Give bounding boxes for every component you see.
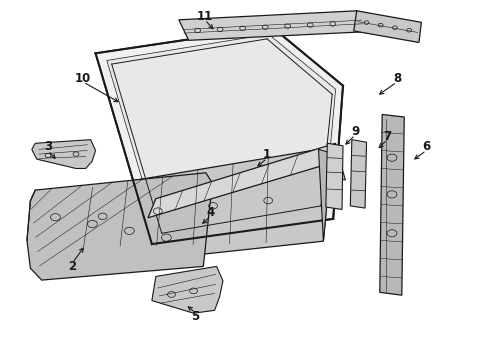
Polygon shape bbox=[27, 173, 213, 280]
Text: 9: 9 bbox=[351, 125, 359, 138]
Polygon shape bbox=[96, 27, 343, 244]
Polygon shape bbox=[63, 149, 329, 268]
Polygon shape bbox=[354, 11, 421, 42]
Polygon shape bbox=[318, 149, 345, 241]
Text: 3: 3 bbox=[44, 140, 52, 153]
Polygon shape bbox=[326, 143, 343, 210]
Text: 10: 10 bbox=[75, 72, 92, 85]
Text: 11: 11 bbox=[196, 10, 213, 23]
Polygon shape bbox=[32, 140, 96, 168]
Polygon shape bbox=[152, 266, 223, 313]
Text: 2: 2 bbox=[69, 260, 76, 273]
Polygon shape bbox=[350, 140, 367, 208]
Polygon shape bbox=[148, 143, 336, 218]
Text: 4: 4 bbox=[207, 206, 215, 219]
Text: 1: 1 bbox=[263, 148, 271, 161]
Text: 6: 6 bbox=[422, 140, 430, 153]
Text: 7: 7 bbox=[383, 130, 391, 143]
Polygon shape bbox=[380, 114, 404, 295]
Polygon shape bbox=[107, 34, 336, 237]
Polygon shape bbox=[179, 11, 367, 40]
Text: 5: 5 bbox=[191, 310, 199, 323]
Text: 8: 8 bbox=[393, 72, 401, 85]
